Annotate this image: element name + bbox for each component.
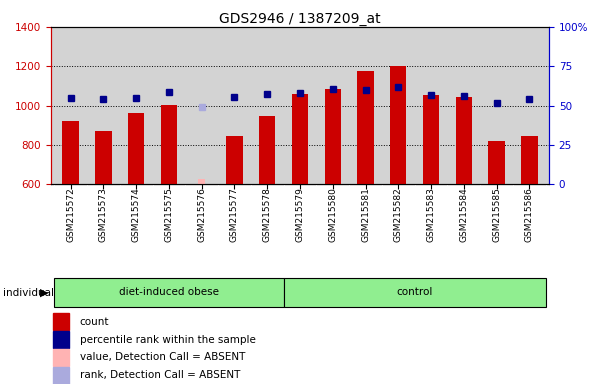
Bar [54,278,284,308]
Bar [292,94,308,184]
Bar [226,136,242,184]
Text: GSM215577: GSM215577 [230,187,239,242]
Bar [128,114,145,184]
Title: GDS2946 / 1387209_at: GDS2946 / 1387209_at [219,12,381,26]
Text: GSM215586: GSM215586 [525,187,534,242]
Bar [62,121,79,184]
Bar [53,331,69,348]
Bar [259,116,275,184]
Bar [53,313,69,330]
Bar [325,89,341,184]
Bar [390,66,406,184]
Text: control: control [397,287,433,297]
Text: GSM215572: GSM215572 [66,187,75,242]
Text: rank, Detection Call = ABSENT: rank, Detection Call = ABSENT [80,370,240,380]
Bar [284,278,546,308]
Bar [53,367,69,384]
Text: GSM215584: GSM215584 [460,187,469,242]
Text: GSM215578: GSM215578 [263,187,272,242]
Text: value, Detection Call = ABSENT: value, Detection Call = ABSENT [80,353,245,362]
Text: diet-induced obese: diet-induced obese [119,287,219,297]
Text: GSM215582: GSM215582 [394,187,403,242]
Bar [95,131,112,184]
Text: GSM215579: GSM215579 [296,187,305,242]
Bar [488,141,505,184]
Text: GSM215574: GSM215574 [131,187,140,242]
Bar [53,349,69,366]
Text: GSM215583: GSM215583 [427,187,436,242]
Text: GSM215575: GSM215575 [164,187,173,242]
Bar [423,95,439,184]
Bar [161,104,177,184]
Text: GSM215580: GSM215580 [328,187,337,242]
Text: individual: individual [3,288,54,298]
Bar [358,71,374,184]
Text: GSM215576: GSM215576 [197,187,206,242]
Text: GSM215581: GSM215581 [361,187,370,242]
Text: ▶: ▶ [40,288,48,298]
Text: GSM215585: GSM215585 [492,187,501,242]
Text: percentile rank within the sample: percentile rank within the sample [80,334,256,344]
Bar [455,97,472,184]
Bar [198,179,205,184]
Text: GSM215573: GSM215573 [99,187,108,242]
Bar [521,136,538,184]
Text: count: count [80,317,109,327]
